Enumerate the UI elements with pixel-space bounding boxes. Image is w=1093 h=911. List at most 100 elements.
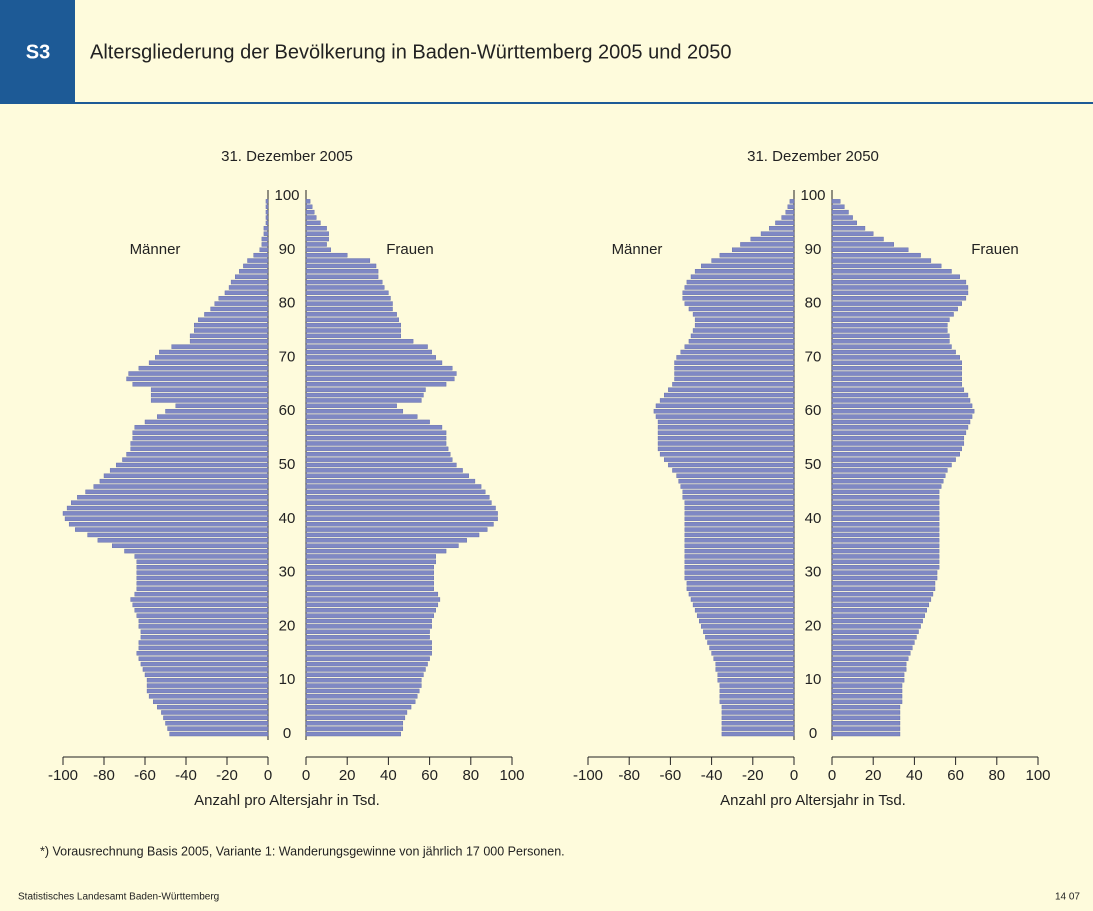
bar — [152, 699, 269, 704]
y-tick-label: 40 — [279, 510, 296, 527]
bar — [705, 634, 795, 640]
bar — [189, 333, 269, 339]
bar — [97, 538, 269, 543]
bar — [136, 570, 269, 575]
bar — [305, 279, 383, 285]
bar — [305, 683, 422, 688]
page-number: 14 07 — [1055, 892, 1080, 903]
series-label: Frauen — [386, 241, 434, 258]
bar — [305, 731, 401, 737]
bar — [136, 575, 269, 581]
bar — [789, 199, 795, 204]
x-tick-label: -20 — [216, 767, 238, 784]
bar — [305, 677, 422, 683]
bar — [682, 489, 795, 495]
bar — [831, 269, 952, 274]
bar — [265, 209, 269, 215]
bar — [657, 446, 795, 452]
bar — [831, 355, 960, 360]
bar — [305, 226, 327, 231]
bar — [831, 645, 913, 651]
bar — [305, 376, 455, 382]
bar — [305, 586, 434, 591]
bar — [305, 408, 404, 414]
bar — [674, 376, 795, 382]
bar — [305, 602, 439, 608]
bar — [831, 505, 940, 511]
bar — [668, 462, 795, 468]
x-tick-label: 80 — [462, 767, 479, 784]
bar — [831, 715, 901, 721]
bar — [684, 538, 795, 543]
bar — [831, 484, 942, 489]
bar — [305, 317, 399, 322]
x-tick-label: 0 — [828, 767, 836, 784]
bar — [62, 511, 269, 516]
bar — [140, 629, 269, 634]
bar — [243, 263, 269, 269]
bar — [831, 613, 925, 618]
bar — [109, 468, 269, 473]
bar — [676, 355, 795, 360]
bar — [657, 430, 795, 435]
bar — [831, 559, 940, 565]
bar — [831, 382, 962, 387]
y-tick-label: 80 — [279, 295, 296, 312]
bar — [831, 462, 952, 468]
bar — [305, 365, 453, 371]
bar — [305, 645, 432, 651]
bar — [305, 699, 416, 704]
bar — [136, 559, 269, 565]
bar — [305, 661, 428, 667]
bar — [831, 634, 917, 640]
bar — [831, 236, 884, 242]
y-tick-label: 90 — [279, 241, 296, 258]
bar — [305, 371, 457, 376]
bar — [831, 446, 962, 452]
bar — [305, 608, 436, 613]
bar — [138, 640, 269, 645]
bar — [831, 731, 901, 737]
bar — [305, 634, 430, 640]
bar — [305, 215, 317, 220]
bar — [210, 306, 269, 312]
bar — [831, 301, 962, 306]
bar — [111, 543, 269, 548]
bar — [130, 441, 269, 446]
bar — [189, 339, 269, 344]
bar — [305, 618, 432, 624]
bar — [719, 688, 795, 694]
bar — [305, 344, 428, 349]
bar — [831, 667, 907, 672]
bar — [831, 478, 944, 484]
bar — [721, 715, 795, 721]
bar — [261, 242, 269, 247]
bar — [305, 521, 494, 527]
bar — [305, 473, 469, 478]
chart-title: 31. Dezember 2005 — [221, 148, 353, 165]
bar — [657, 441, 795, 446]
bar — [831, 452, 960, 457]
bar — [305, 339, 414, 344]
bar — [831, 247, 909, 253]
bar — [305, 392, 424, 398]
y-tick-label: 20 — [805, 617, 822, 634]
bar — [150, 392, 269, 398]
bar — [140, 661, 269, 667]
bar — [831, 339, 950, 344]
bar — [831, 414, 973, 419]
bar — [305, 247, 331, 253]
x-tick-label: -60 — [134, 767, 156, 784]
bar — [132, 382, 269, 387]
bar — [234, 274, 269, 279]
y-tick-label: 90 — [805, 241, 822, 258]
bar — [831, 274, 960, 279]
bar — [305, 694, 418, 699]
bar — [134, 591, 269, 597]
bar — [305, 430, 447, 435]
bar — [146, 677, 269, 683]
bar — [831, 570, 938, 575]
bar — [305, 360, 443, 365]
bar — [684, 505, 795, 511]
x-tick-label: 60 — [947, 767, 964, 784]
